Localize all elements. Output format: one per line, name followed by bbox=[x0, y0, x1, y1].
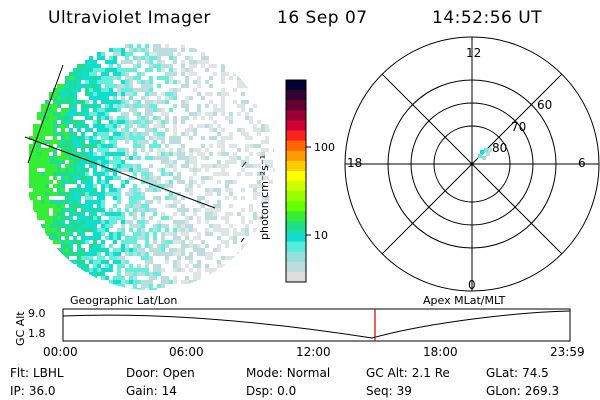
gc-alt-min-label: 1.8 bbox=[28, 327, 46, 340]
image-overlay-lines bbox=[24, 64, 247, 243]
field-door: Door: Open bbox=[126, 366, 195, 380]
mlat-label-70: 70 bbox=[511, 120, 527, 134]
field-mode: Mode: Normal bbox=[246, 366, 331, 380]
gc-alt-max-label: 9.0 bbox=[28, 307, 46, 320]
mlt-label-noon: 12 bbox=[466, 46, 482, 60]
colorbar-segment bbox=[286, 130, 306, 142]
field-gc-alt: GC Alt: 2.1 Re bbox=[366, 366, 450, 380]
instrument-title: Ultraviolet Imager bbox=[48, 8, 211, 28]
colorbar-segment bbox=[286, 191, 306, 202]
observation-date: 16 Sep 07 bbox=[277, 8, 368, 28]
mlt-label-dusk: 18 bbox=[347, 156, 363, 170]
colorbar-segment bbox=[286, 241, 306, 253]
mlat-label-60: 60 bbox=[537, 98, 553, 112]
field-glat: GLat: 74.5 bbox=[486, 366, 549, 380]
mlat-label-80: 80 bbox=[492, 141, 508, 155]
colorbar-segment bbox=[286, 100, 306, 111]
mlt-label-dawn: 6 bbox=[578, 156, 586, 170]
colorbar-segment bbox=[286, 221, 306, 232]
field-ip: IP: 36.0 bbox=[10, 384, 56, 398]
field-gain: Gain: 14 bbox=[126, 384, 177, 398]
polar-aurora-spot bbox=[478, 148, 492, 160]
colorbar-segment bbox=[286, 211, 306, 222]
colorbar-segment bbox=[286, 181, 306, 192]
time-tick-0600: 06:00 bbox=[169, 345, 204, 359]
colorbar-segment bbox=[286, 80, 306, 91]
altitude-curve bbox=[62, 310, 571, 339]
colorbar-segment bbox=[286, 140, 306, 152]
colorbar bbox=[286, 80, 306, 283]
field-glon: GLon: 269.3 bbox=[486, 384, 560, 398]
mlt-label-midnight: 0 bbox=[468, 278, 476, 292]
gc-alt-axis-label: GC Alt bbox=[14, 311, 27, 346]
time-tick-0000: 00:00 bbox=[43, 345, 78, 359]
colorbar-tick-100: 100 bbox=[314, 141, 335, 154]
colorbar-segment bbox=[286, 160, 306, 172]
polar-plot bbox=[344, 36, 600, 292]
time-tick-1200: 12:00 bbox=[296, 345, 331, 359]
time-tick-1800: 18:00 bbox=[423, 345, 458, 359]
field-seq: Seq: 39 bbox=[366, 384, 412, 398]
apex-coords-title: Apex MLat/MLT bbox=[423, 294, 506, 307]
colorbar-tick-10: 10 bbox=[314, 229, 328, 242]
time-tick-2359: 23:59 bbox=[550, 345, 585, 359]
colorbar-segment bbox=[286, 120, 306, 131]
colorbar-segment bbox=[286, 170, 306, 182]
colorbar-segment bbox=[286, 150, 306, 162]
colorbar-segment bbox=[286, 90, 306, 101]
colorbar-segment bbox=[286, 271, 306, 283]
field-filter: Flt: LBHL bbox=[10, 366, 64, 380]
colorbar-segment bbox=[286, 231, 306, 243]
timeline-frame bbox=[62, 308, 571, 342]
colorbar-frame bbox=[285, 79, 307, 283]
colorbar-segment bbox=[286, 261, 306, 273]
colorbar-segment bbox=[286, 110, 306, 121]
colorbar-unit-label: photon cm⁻²s⁻¹ bbox=[258, 154, 271, 240]
observation-time: 14:52:56 UT bbox=[432, 8, 543, 28]
uv-image bbox=[29, 44, 275, 290]
colorbar-segment bbox=[286, 251, 306, 263]
geographic-coords-title: Geographic Lat/Lon bbox=[70, 294, 178, 307]
colorbar-segment bbox=[286, 201, 306, 212]
field-dsp: Dsp: 0.0 bbox=[246, 384, 297, 398]
